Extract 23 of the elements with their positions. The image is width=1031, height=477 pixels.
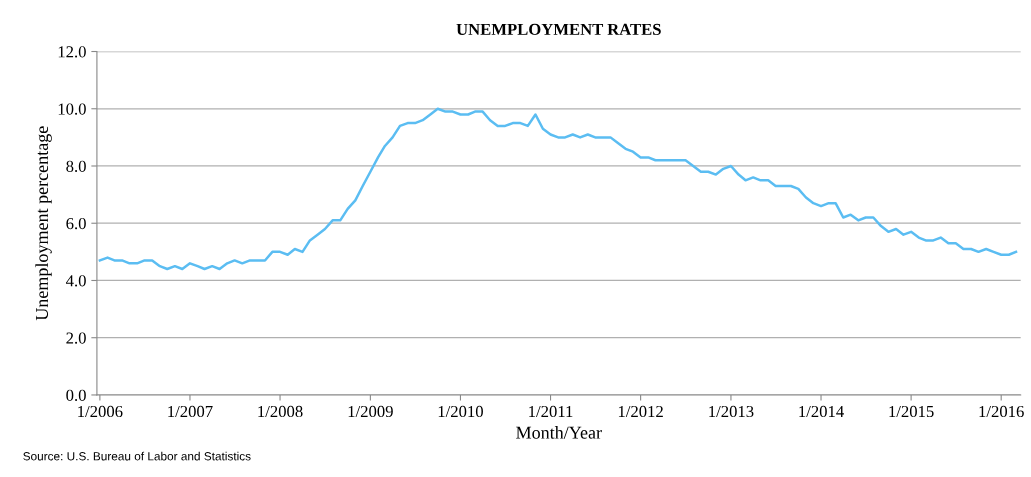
x-tick-label: 1/2011 bbox=[529, 405, 573, 418]
x-tick-label: 1/2013 bbox=[709, 405, 754, 418]
x-tick-label: 1/2010 bbox=[438, 405, 483, 418]
x-tick-label: 1/2007 bbox=[168, 405, 213, 418]
x-tick-label: 1/2012 bbox=[618, 405, 663, 418]
x-tick-label: 1/2006 bbox=[78, 405, 123, 418]
y-tick-label: 4.0 bbox=[65, 275, 86, 287]
y-tick-label: 0.0 bbox=[66, 389, 86, 401]
x-tick-label: 1/2016 bbox=[979, 405, 1024, 418]
x-tick-label: 1/2008 bbox=[258, 405, 303, 418]
source-note: Source: U.S. Bureau of Labor and Statistics bbox=[23, 451, 251, 461]
y-tick-label: 10.0 bbox=[58, 103, 86, 115]
x-tick-label: 1/2015 bbox=[889, 405, 934, 418]
y-axis-title: Unemployment percentage bbox=[35, 126, 52, 321]
y-tick-label: 6.0 bbox=[66, 217, 86, 230]
line-series bbox=[98, 107, 1018, 271]
y-tick-label: 8.0 bbox=[66, 160, 86, 173]
y-tick-label: 12.0 bbox=[58, 46, 86, 58]
x-tick-label: 1/2009 bbox=[348, 405, 393, 418]
y-tick-label: 2.0 bbox=[66, 332, 86, 344]
x-tick-label: 1/2014 bbox=[799, 405, 844, 418]
x-axis-title: Month/Year bbox=[516, 426, 602, 439]
chart-title: UNEMPLOYMENT RATES bbox=[456, 23, 661, 36]
